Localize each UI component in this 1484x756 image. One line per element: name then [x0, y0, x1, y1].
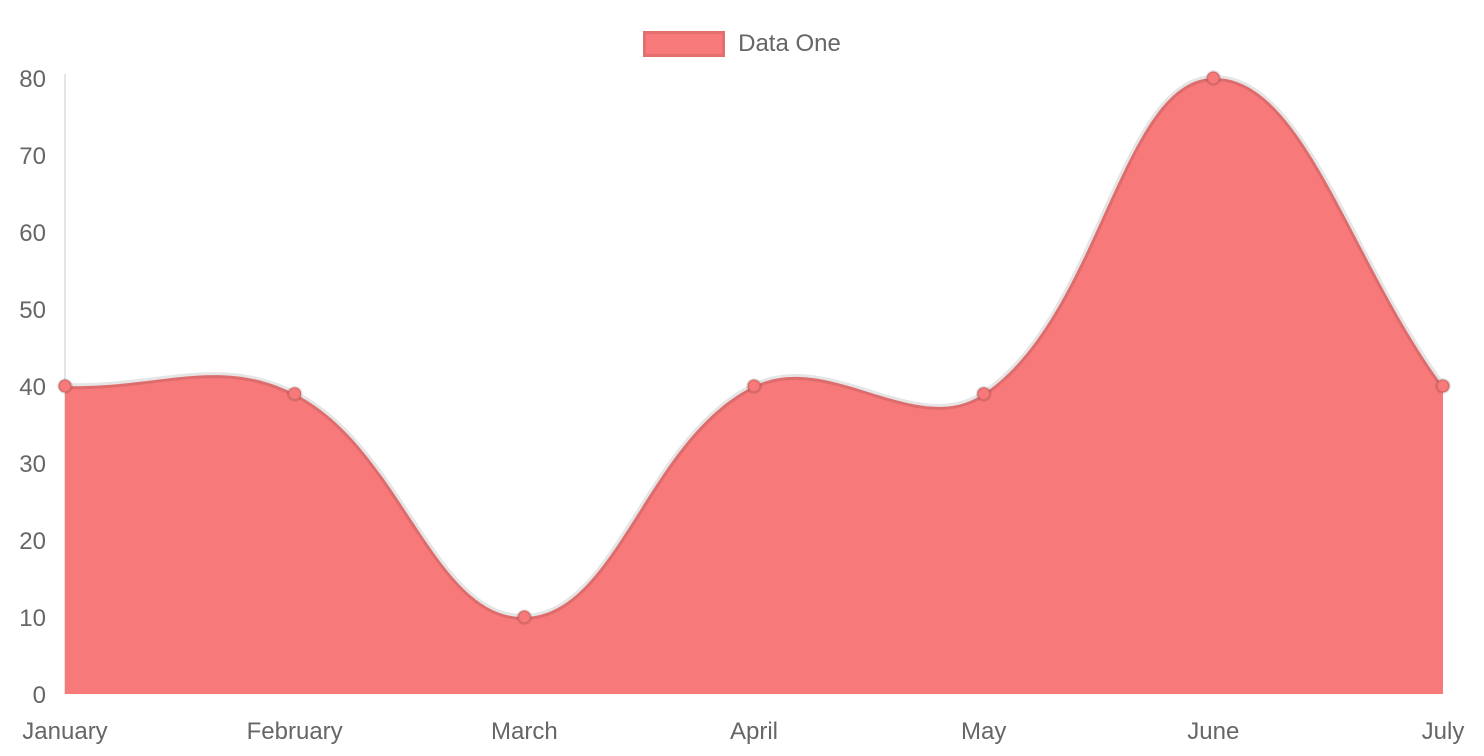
x-tick-label: March	[491, 718, 558, 745]
legend-item-data-one[interactable]: Data One	[643, 31, 841, 57]
x-tick-label: July	[1422, 718, 1465, 745]
legend: Data One	[0, 31, 1484, 57]
legend-label: Data One	[738, 30, 841, 57]
data-point-may[interactable]	[975, 385, 992, 402]
legend-swatch	[643, 31, 726, 57]
x-tick-label: April	[730, 718, 778, 745]
line-border	[62, 74, 1446, 621]
area-fill	[65, 77, 1443, 695]
y-tick-label: 70	[19, 143, 46, 170]
x-tick-label: May	[961, 718, 1006, 745]
data-point-april[interactable]	[746, 378, 762, 394]
data-point-june[interactable]	[1205, 70, 1222, 86]
data-point-february[interactable]	[286, 385, 303, 402]
y-tick-label: 30	[19, 451, 46, 478]
data-point-july[interactable]	[1435, 378, 1451, 394]
data-point-january[interactable]	[57, 378, 73, 394]
y-tick-label: 50	[19, 297, 46, 324]
x-tick-label: January	[22, 718, 107, 745]
x-tick-label: June	[1187, 718, 1239, 745]
y-tick-label: 10	[19, 605, 46, 632]
y-tick-label: 60	[19, 220, 46, 247]
x-tick-label: February	[247, 718, 343, 745]
y-tick-label: 20	[19, 528, 46, 555]
y-tick-label: 0	[33, 682, 46, 709]
data-point-march[interactable]	[516, 609, 533, 625]
y-tick-label: 80	[19, 66, 46, 93]
y-tick-label: 40	[19, 374, 46, 401]
